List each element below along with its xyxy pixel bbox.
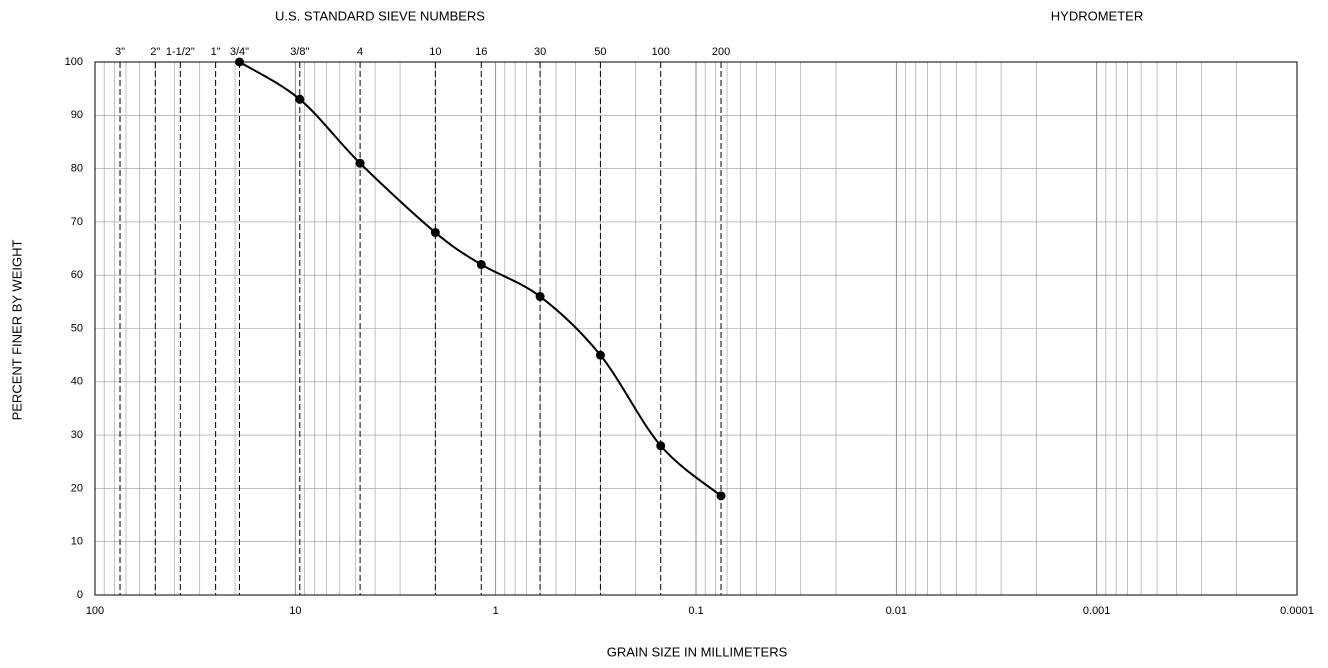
y-tick-label: 80 [71,163,83,175]
sieve-label: 3/4" [230,46,249,58]
sieve-label: 100 [652,46,670,58]
y-tick-label: 10 [71,536,83,548]
sieve-label: 3/8" [290,46,309,58]
x-tick-label: 10 [289,605,301,617]
x-tick-label: 1 [493,605,499,617]
data-point [716,491,726,501]
data-point [656,441,666,451]
x-tick-label: 100 [86,605,104,617]
plot-frame [94,61,1298,596]
hydrometer-header: HYDROMETER [1051,8,1143,23]
gradation-curve [238,61,722,497]
data-point [430,228,440,238]
sieve-label: 10 [429,46,441,58]
sieve-label: 16 [475,46,487,58]
data-point [535,292,545,302]
y-tick-label: 0 [77,589,83,601]
sieve-label: 1" [211,46,221,58]
data-point [476,260,486,270]
y-tick-label: 90 [71,109,83,121]
sieve-label: 4 [357,46,363,58]
sieve-header: U.S. STANDARD SIEVE NUMBERS [275,8,485,23]
sieve-label: 1-1/2" [166,46,195,58]
y-tick-label: 20 [71,482,83,494]
y-tick-label: 100 [65,56,83,68]
y-tick-label: 70 [71,216,83,228]
data-point [595,350,605,360]
sieve-label: 200 [712,46,730,58]
sieve-label: 30 [534,46,546,58]
x-tick-label: 0.0001 [1280,605,1314,617]
x-tick-label: 0.001 [1083,605,1111,617]
y-tick-label: 40 [71,376,83,388]
sieve-label: 2" [150,46,160,58]
sieve-label: 50 [594,46,606,58]
data-point [234,57,244,67]
data-point [355,158,365,168]
y-tick-label: 60 [71,269,83,281]
x-tick-label: 0.1 [688,605,703,617]
y-tick-label: 50 [71,322,83,334]
sieve-label: 3" [115,46,125,58]
y-tick-label: 30 [71,429,83,441]
data-point [295,94,305,104]
x-axis-label: GRAIN SIZE IN MILLIMETERS [607,644,788,659]
x-tick-label: 0.01 [886,605,907,617]
y-axis-label: PERCENT FINER BY WEIGHT [9,240,24,421]
